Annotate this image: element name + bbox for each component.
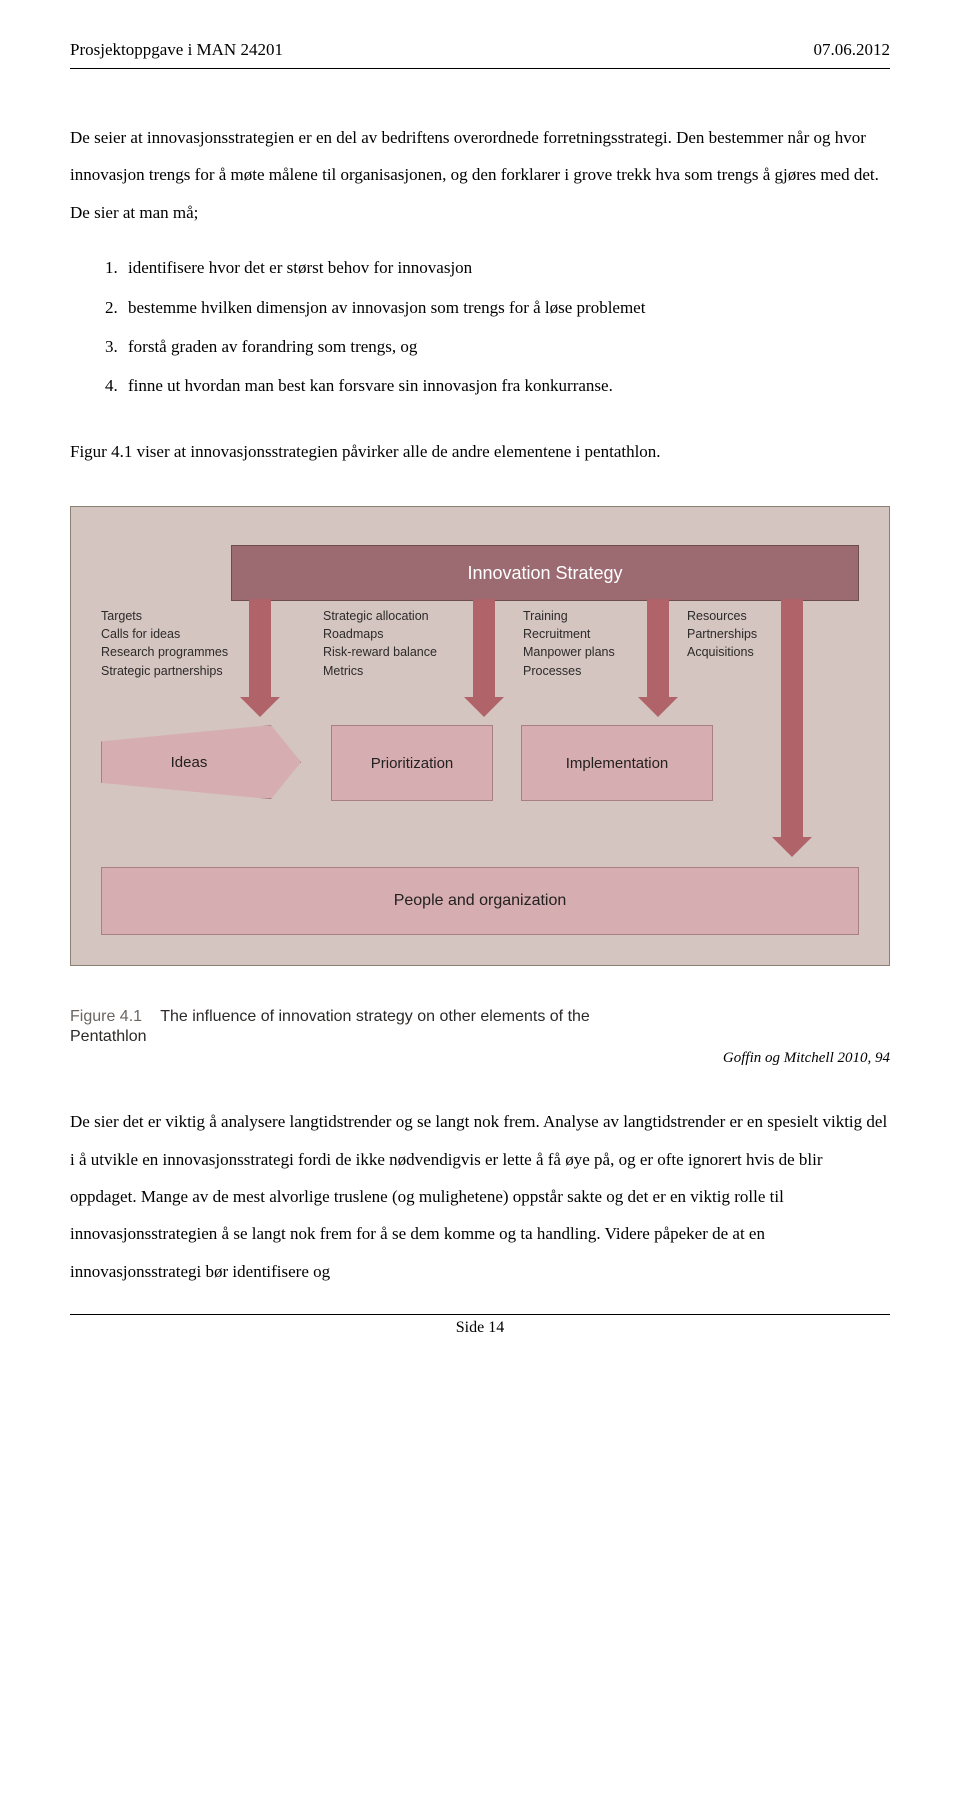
list-item: forstå graden av forandring som trengs, … <box>122 328 890 365</box>
column-labels-1: Targets Calls for ideas Research program… <box>101 607 241 680</box>
list-item: finne ut hvordan man best kan forsvare s… <box>122 367 890 404</box>
pentathlon-diagram: Innovation Strategy Targets Calls for id… <box>70 506 890 966</box>
stage-ideas-box: Ideas <box>101 725 301 799</box>
arrow-down-icon <box>473 599 495 699</box>
header-right: 07.06.2012 <box>814 40 891 60</box>
figure-caption-line2: Pentathlon <box>70 1028 890 1046</box>
arrow-down-icon <box>647 599 669 699</box>
paragraph-3: De sier det er viktig å analysere langti… <box>70 1103 890 1290</box>
header-left: Prosjektoppgave i MAN 24201 <box>70 40 283 60</box>
numbered-list: identifisere hvor det er størst behov fo… <box>70 249 890 405</box>
column-labels-3: Training Recruitment Manpower plans Proc… <box>523 607 643 680</box>
footer-rule <box>70 1314 890 1315</box>
figure-credit: Goffin og Mitchell 2010, 94 <box>70 1050 890 1067</box>
figure-caption-text: The influence of innovation strategy on … <box>160 1008 590 1025</box>
stage-implementation-box: Implementation <box>521 725 713 801</box>
body-text: Figur 4.1 viser at innovasjonsstrategien… <box>70 433 890 470</box>
page-number: Side 14 <box>70 1319 890 1337</box>
stage-prioritization-box: Prioritization <box>331 725 493 801</box>
page-header: Prosjektoppgave i MAN 24201 07.06.2012 <box>70 40 890 60</box>
body-text: De seier at innovasjonsstrategien er en … <box>70 119 890 231</box>
list-item: identifisere hvor det er størst behov fo… <box>122 249 890 286</box>
arrow-down-icon <box>249 599 271 699</box>
list-item: bestemme hvilken dimensjon av innovasjon… <box>122 289 890 326</box>
arrow-down-icon <box>781 599 803 839</box>
column-labels-2: Strategic allocation Roadmaps Risk-rewar… <box>323 607 468 680</box>
figure-4-1: Innovation Strategy Targets Calls for id… <box>70 506 890 1067</box>
figure-number: Figure 4.1 <box>70 1008 142 1025</box>
body-text: De sier det er viktig å analysere langti… <box>70 1103 890 1290</box>
document-page: Prosjektoppgave i MAN 24201 07.06.2012 D… <box>0 0 960 1367</box>
paragraph-2: Figur 4.1 viser at innovasjonsstrategien… <box>70 433 890 470</box>
paragraph-1: De seier at innovasjonsstrategien er en … <box>70 119 890 231</box>
header-rule <box>70 68 890 69</box>
innovation-strategy-bar: Innovation Strategy <box>231 545 859 601</box>
figure-caption: Figure 4.1 The influence of innovation s… <box>70 1008 890 1026</box>
people-organization-bar: People and organization <box>101 867 859 935</box>
